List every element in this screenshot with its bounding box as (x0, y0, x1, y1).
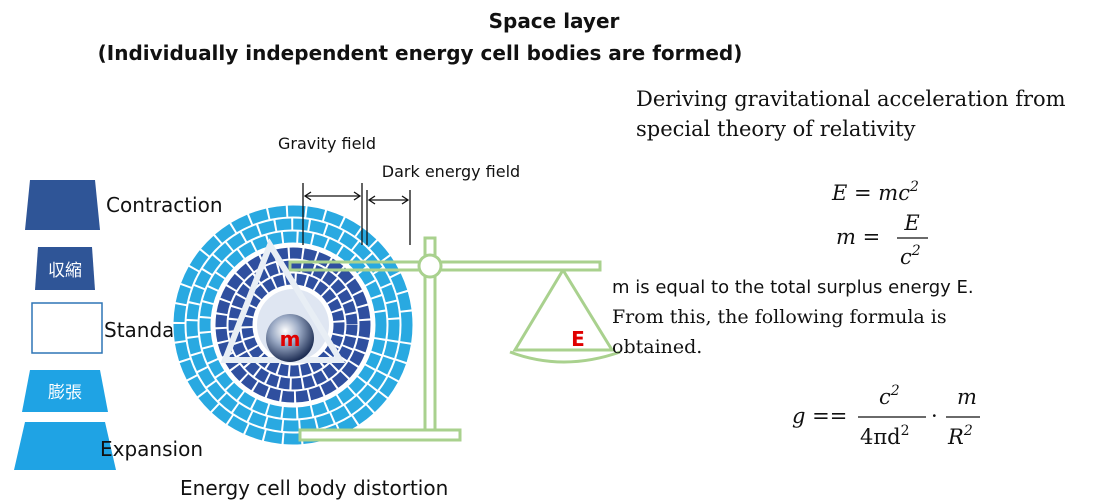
mass-sphere (266, 314, 314, 362)
level-label: 収縮 (48, 261, 82, 281)
formula-text: R (947, 425, 964, 449)
formula-text: E = mc (831, 181, 910, 205)
heading: special theory of relativity (636, 117, 916, 141)
formula-num: m (957, 385, 977, 409)
formula-text: 4πd (860, 425, 901, 449)
formula-num: E (903, 211, 919, 235)
formula-num: c2 (879, 383, 900, 409)
heading: Deriving gravitational acceleration from (636, 87, 1066, 111)
title: Space layer (489, 9, 620, 33)
energy-label: E (571, 327, 585, 351)
formula-sup: 2 (901, 423, 910, 439)
field-arrows (302, 183, 411, 245)
formula-lhs: g == (792, 404, 847, 428)
caption: Energy cell body distortion (180, 476, 448, 500)
formula-sup: 2 (911, 243, 921, 259)
level-label: Expansion (100, 437, 203, 461)
formula-den: c2 (900, 243, 921, 269)
dark-energy-label: Dark energy field (382, 162, 520, 181)
gravity-field-label: Gravity field (278, 134, 376, 153)
formula-text: c (879, 385, 891, 409)
subtitle: (Individually independent energy cell bo… (98, 41, 743, 65)
formula-den: R2 (947, 423, 973, 449)
mass-label: m (280, 327, 301, 351)
formula-den: 4πd2 (860, 423, 910, 449)
formula-op: · (931, 404, 938, 428)
level-label: Contraction (106, 193, 223, 217)
expansion-jp-shape (22, 370, 108, 412)
formula-lhs: m = (836, 225, 880, 249)
standard-shape (31, 302, 103, 354)
formula: E = mc2 (831, 179, 919, 205)
contraction-shape (25, 180, 100, 230)
formula-sup: 2 (890, 383, 900, 399)
contraction-jp-shape (35, 247, 95, 290)
formula-sup: 2 (909, 179, 919, 195)
expansion-shape (14, 422, 116, 470)
formula-sup: 2 (963, 423, 973, 439)
conclusion: From this, the following formula is (612, 306, 947, 328)
balance (288, 236, 621, 442)
statement: m is equal to the total surplus energy E… (612, 277, 974, 298)
level-label: 膨張 (48, 383, 82, 403)
formula-text: c (900, 245, 912, 269)
conclusion: obtained. (612, 336, 702, 358)
